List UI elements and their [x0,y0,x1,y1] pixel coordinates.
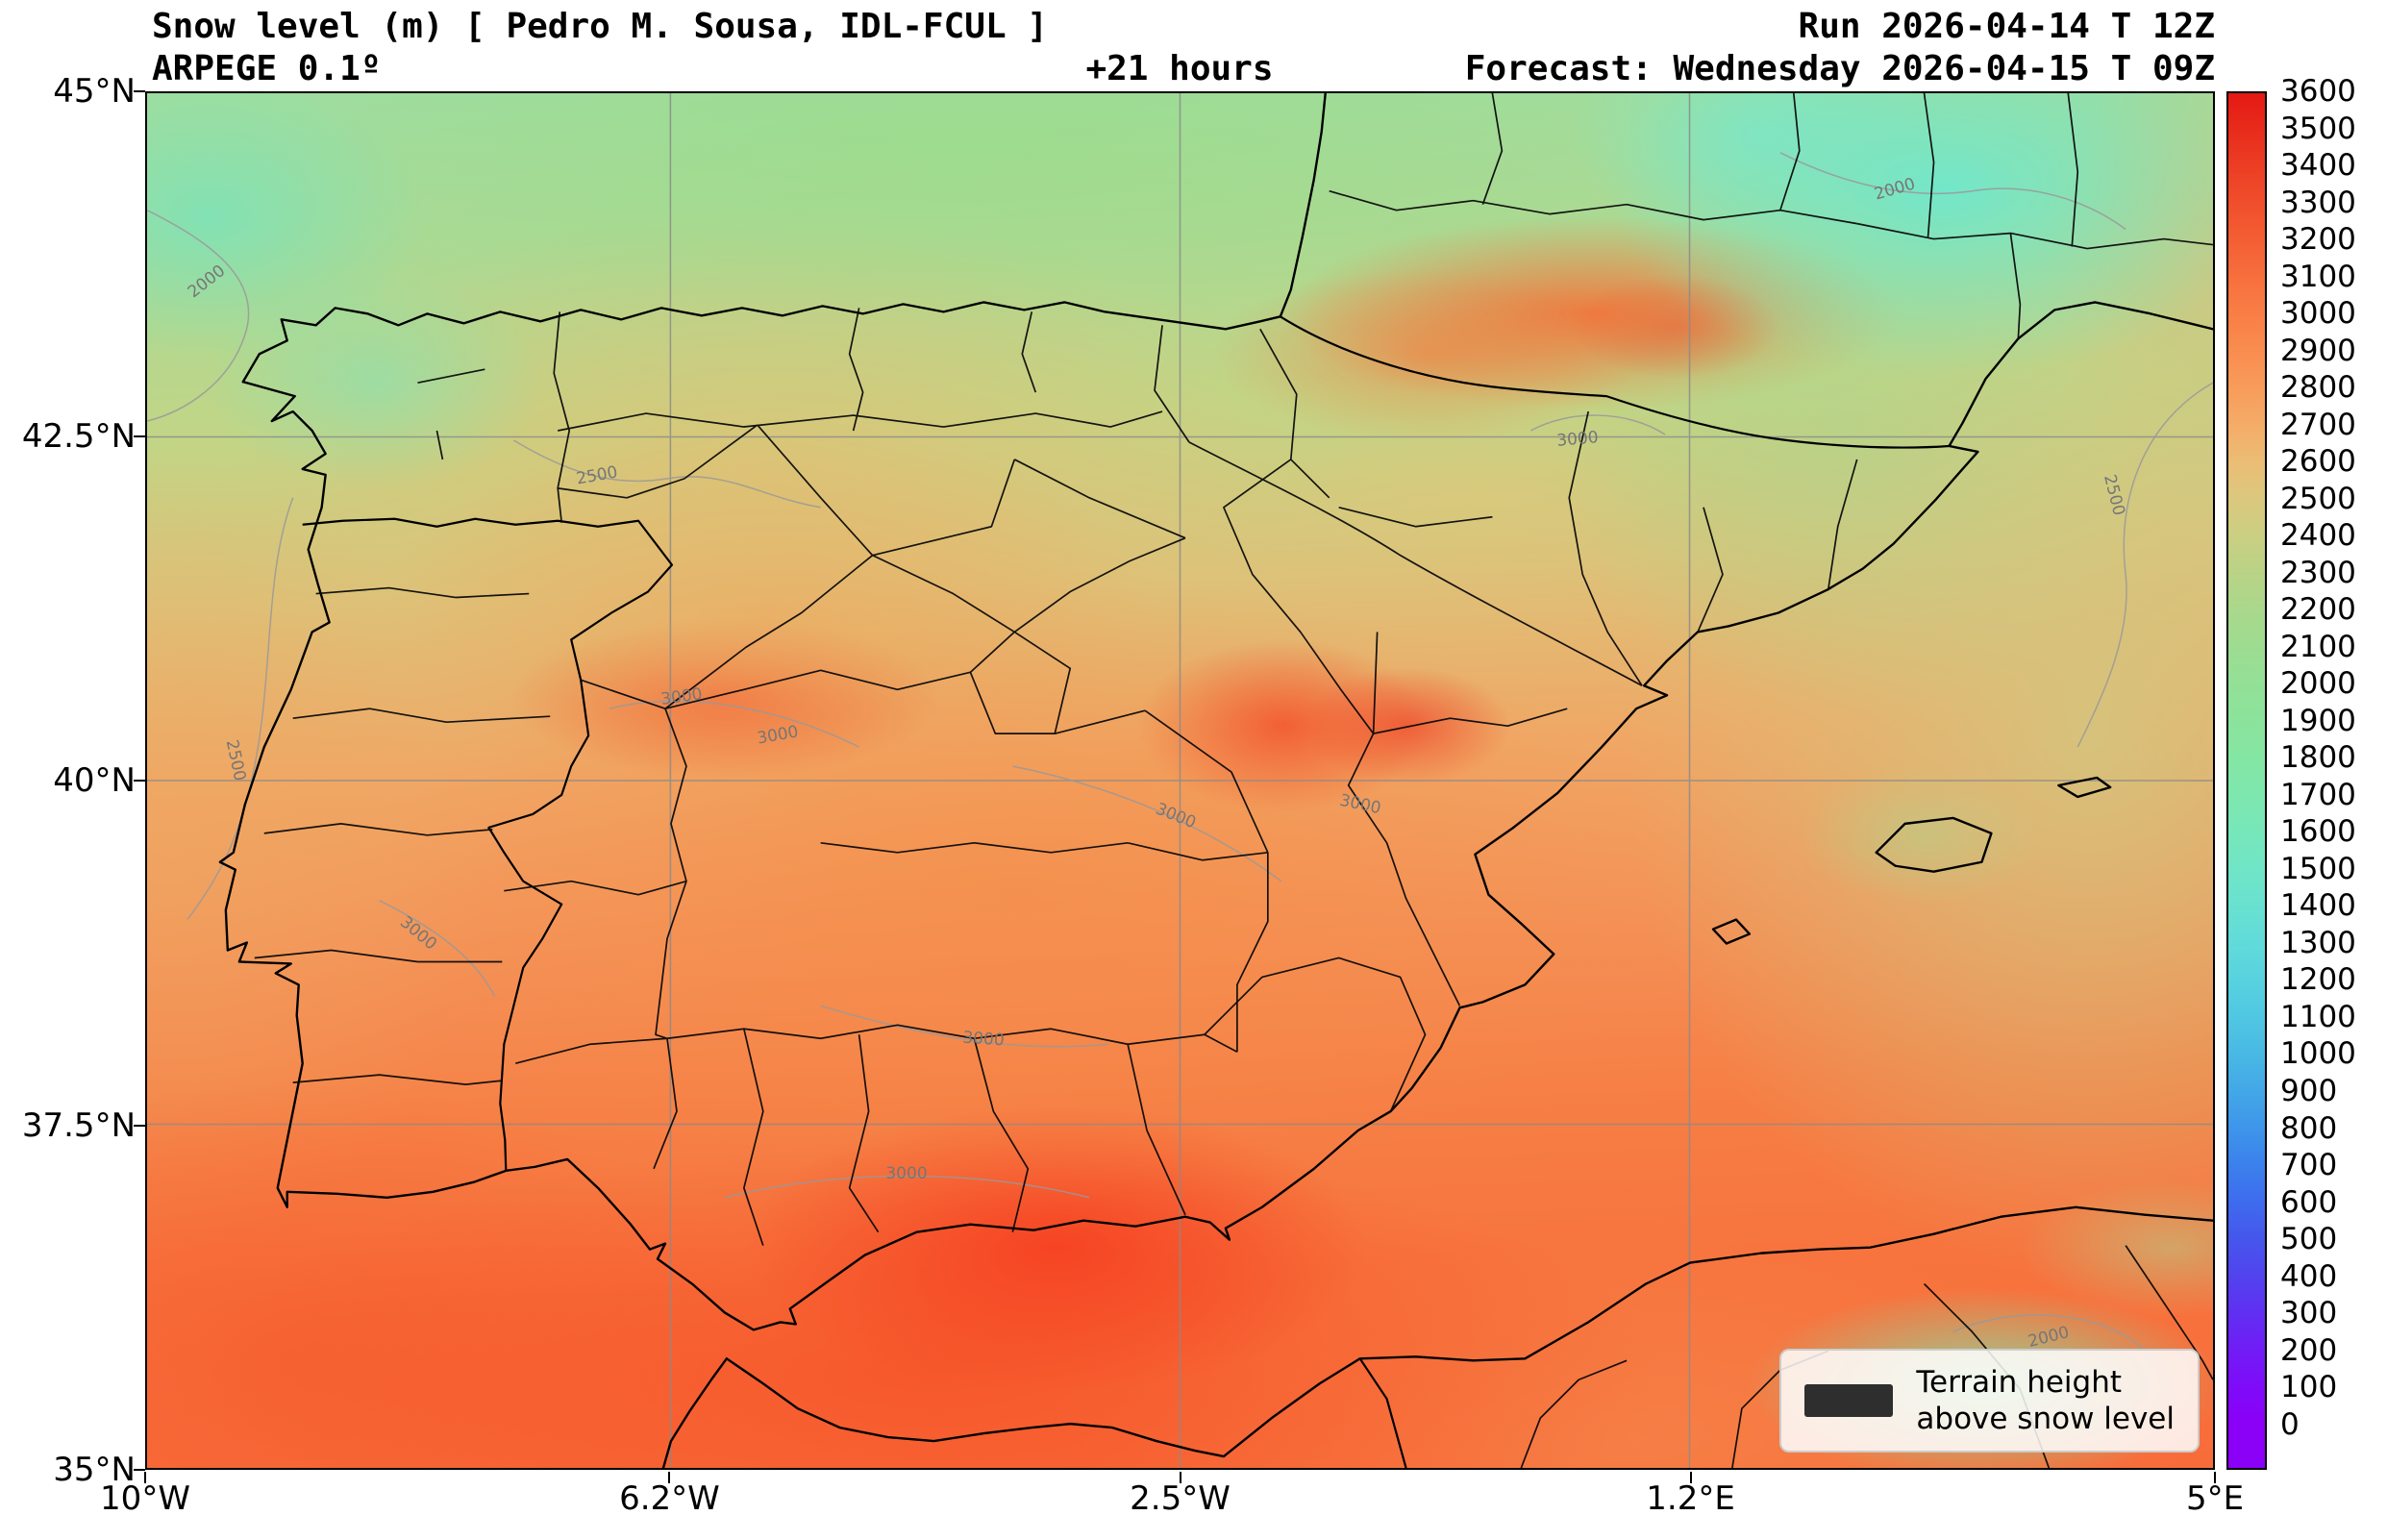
colorbar-tick-label: 3500 [2280,111,2356,146]
x-tick-mark [2214,1472,2216,1483]
colorbar-tick-label: 1100 [2280,999,2356,1034]
map-plot-area: Terrain height above snow level 2000 2500… [145,91,2215,1470]
island-ibiza [1711,918,1752,945]
colorbar-tick-label: 1600 [2280,814,2356,850]
y-tick-label: 40°N [53,761,136,800]
contour-label: 3000 [885,1164,928,1183]
colorbar-tick-label: 2000 [2280,666,2356,702]
legend-text-line1: Terrain height [1916,1365,2122,1400]
x-tick-mark [1179,1472,1181,1483]
colorbar-tick-label: 1800 [2280,740,2356,776]
coast-north-atlantic [241,93,1327,384]
colorbar-tick-label: 2500 [2280,481,2356,516]
y-tick-mark [134,90,145,92]
colorbar-tick-label: 3300 [2280,185,2356,220]
y-tick-label: 42.5°N [21,416,136,456]
x-tick-mark [1689,1472,1692,1483]
colorbar-tick-label: 400 [2280,1258,2338,1294]
lead-time-label: +21 hours [1085,49,1274,88]
colorbar-tick-label: 600 [2280,1184,2338,1220]
y-tick-label: 37.5°N [21,1105,136,1145]
colorbar-tick-label: 0 [2280,1406,2300,1442]
x-tick-label: 2.5°W [1130,1479,1231,1518]
colorbar-tick-label: 500 [2280,1222,2338,1257]
legend-box: Terrain height above snow level [1779,1349,2200,1453]
run-time-label: Run 2026-04-14 T 12Z [1798,7,2215,46]
colorbar-tick-label: 300 [2280,1296,2338,1331]
colorbar-tick-label: 3000 [2280,296,2356,332]
forecast-time-label: Forecast: Wednesday 2026-04-15 T 09Z [1464,49,2215,88]
coast-africa-atlantic [661,1357,729,1468]
legend-text-line2: above snow level [1916,1402,2175,1436]
coast-mediterranean-iberia [218,301,2213,1331]
border-morocco-algeria [1358,1357,1407,1468]
colorbar-tick-label: 2600 [2280,444,2356,480]
contour-lines [147,152,2213,1414]
legend-text: Terrain height above snow level [1916,1364,2175,1437]
x-tick-mark [144,1472,146,1483]
colorbar-tick-label: 2400 [2280,518,2356,554]
colorbar-tick-label: 2100 [2280,629,2356,664]
graticule [147,93,2213,1468]
province-borders [254,93,2213,1468]
colorbar-tick-label: 3200 [2280,222,2356,258]
colorbar-tick-label: 3400 [2280,148,2356,184]
y-tick-mark [134,780,145,782]
colorbar-tick-label: 100 [2280,1370,2338,1405]
x-tick-mark [668,1472,671,1483]
page-title: Snow level (m) [ Pedro M. Sousa, IDL-FCU… [152,7,1048,46]
colorbar-tick-label: 2300 [2280,555,2356,590]
y-tick-mark [134,1124,145,1127]
border-spain-portugal [302,517,674,1171]
colorbar-tick-label: 1400 [2280,888,2356,924]
colorbar-tick-label: 2200 [2280,592,2356,628]
colorbar-tick-label: 700 [2280,1148,2338,1183]
colorbar-tick-label: 900 [2280,1074,2338,1108]
x-tick-label: 1.2°E [1646,1479,1735,1518]
coast-africa-mediterranean [725,1205,2213,1458]
coastlines [218,93,2213,1468]
contour-label: 3000 [961,1028,1006,1051]
y-tick-mark [134,1469,145,1471]
colorbar-tick-label: 1500 [2280,851,2356,886]
colorbar-tick-label: 1700 [2280,777,2356,812]
y-tick-mark [134,435,145,437]
colorbar-tick-label: 2900 [2280,333,2356,368]
colorbar-tick-label: 200 [2280,1332,2338,1368]
colorbar-tick-label: 1200 [2280,962,2356,998]
y-tick-label: 45°N [53,72,136,111]
colorbar [2226,91,2267,1470]
island-menorca [2057,776,2112,799]
terrain-swatch [1804,1384,1894,1417]
island-mallorca [1875,816,1993,873]
colorbar-tick-label: 2800 [2280,370,2356,406]
x-tick-label: 5°E [2185,1479,2245,1518]
contour-label: 3000 [1555,428,1600,451]
colorbar-tick-label: 2700 [2280,407,2356,442]
x-tick-label: 6.2°W [619,1479,720,1518]
border-spain-france [1280,315,1950,449]
colorbar-tick-label: 1300 [2280,925,2356,960]
colorbar-tick-label: 3100 [2280,259,2356,294]
colorbar-tick-label: 3600 [2280,74,2356,109]
y-tick-label: 35°N [53,1451,136,1489]
colorbar-tick-label: 1000 [2280,1036,2356,1072]
colorbar-tick-label: 1900 [2280,703,2356,738]
x-tick-label: 10°W [100,1479,190,1518]
colorbar-tick-label: 800 [2280,1110,2338,1146]
map-canvas [147,93,2213,1468]
model-label: ARPEGE 0.1º [152,49,382,88]
country-borders [302,315,1950,1468]
